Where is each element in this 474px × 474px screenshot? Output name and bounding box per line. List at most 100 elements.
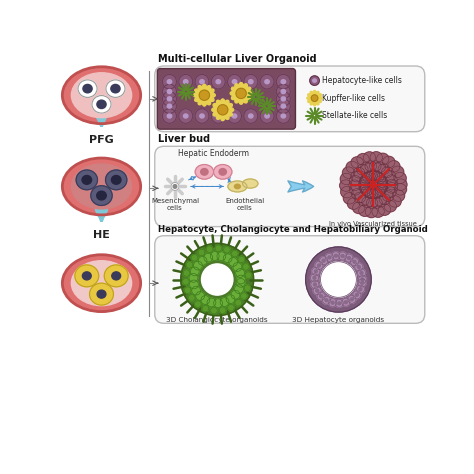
Ellipse shape (248, 80, 253, 84)
Ellipse shape (217, 100, 222, 107)
Ellipse shape (392, 166, 404, 178)
Ellipse shape (224, 246, 230, 253)
Ellipse shape (313, 79, 317, 82)
Ellipse shape (163, 91, 176, 106)
Ellipse shape (190, 280, 198, 289)
Ellipse shape (231, 250, 238, 257)
Ellipse shape (226, 104, 232, 109)
Ellipse shape (346, 161, 358, 173)
Ellipse shape (231, 291, 240, 299)
Ellipse shape (63, 67, 141, 124)
Ellipse shape (375, 173, 386, 183)
Ellipse shape (213, 111, 219, 116)
Ellipse shape (385, 187, 396, 198)
Ellipse shape (224, 100, 229, 107)
Ellipse shape (316, 289, 319, 292)
Ellipse shape (232, 114, 237, 118)
Text: Liver bud: Liver bud (158, 135, 210, 145)
Ellipse shape (386, 182, 398, 193)
Ellipse shape (239, 82, 243, 90)
Ellipse shape (360, 175, 370, 185)
Ellipse shape (205, 98, 210, 105)
Ellipse shape (378, 204, 391, 215)
Ellipse shape (217, 113, 222, 119)
Ellipse shape (97, 100, 106, 109)
Ellipse shape (224, 113, 229, 119)
Ellipse shape (183, 270, 190, 276)
Ellipse shape (383, 156, 395, 168)
Ellipse shape (193, 93, 201, 97)
Ellipse shape (216, 114, 220, 118)
Ellipse shape (374, 162, 385, 173)
Ellipse shape (195, 74, 209, 89)
Ellipse shape (342, 298, 350, 306)
Ellipse shape (316, 101, 319, 105)
Ellipse shape (347, 256, 350, 259)
Ellipse shape (104, 265, 128, 287)
Ellipse shape (245, 272, 252, 278)
Ellipse shape (193, 261, 202, 270)
Ellipse shape (349, 184, 361, 195)
Ellipse shape (353, 202, 365, 213)
Ellipse shape (353, 167, 365, 178)
Ellipse shape (325, 299, 328, 301)
Ellipse shape (359, 205, 371, 216)
Ellipse shape (198, 256, 207, 265)
Ellipse shape (376, 153, 389, 164)
Ellipse shape (359, 288, 362, 291)
Ellipse shape (220, 99, 225, 106)
Ellipse shape (363, 172, 373, 182)
Ellipse shape (205, 86, 210, 92)
Ellipse shape (347, 198, 360, 210)
Ellipse shape (376, 175, 387, 185)
Ellipse shape (351, 171, 362, 182)
Ellipse shape (370, 189, 380, 199)
Ellipse shape (357, 265, 360, 268)
Ellipse shape (239, 97, 243, 104)
Ellipse shape (208, 93, 215, 97)
Ellipse shape (244, 87, 251, 92)
Text: Endothelial
cells: Endothelial cells (225, 198, 264, 211)
Ellipse shape (186, 262, 193, 268)
Ellipse shape (244, 74, 258, 89)
Ellipse shape (354, 192, 365, 203)
Ellipse shape (281, 97, 285, 101)
Ellipse shape (220, 298, 229, 306)
Ellipse shape (227, 108, 234, 112)
Ellipse shape (365, 171, 375, 181)
Text: Hepatocyte-like cells: Hepatocyte-like cells (322, 76, 402, 85)
Ellipse shape (208, 96, 214, 101)
Ellipse shape (364, 152, 376, 164)
Ellipse shape (349, 175, 361, 186)
Ellipse shape (395, 179, 407, 191)
Ellipse shape (167, 90, 172, 93)
Ellipse shape (237, 275, 246, 284)
Ellipse shape (307, 97, 311, 100)
Ellipse shape (163, 74, 176, 89)
Ellipse shape (357, 154, 369, 165)
Ellipse shape (378, 164, 390, 174)
Ellipse shape (189, 294, 195, 301)
Ellipse shape (191, 255, 198, 261)
Ellipse shape (379, 194, 391, 205)
Ellipse shape (245, 91, 252, 96)
Ellipse shape (372, 206, 384, 217)
Ellipse shape (210, 307, 217, 314)
Ellipse shape (281, 80, 285, 84)
Ellipse shape (91, 186, 112, 205)
Ellipse shape (228, 304, 234, 311)
Ellipse shape (198, 86, 203, 92)
Text: Kupffer-like cells: Kupffer-like cells (322, 94, 385, 103)
Ellipse shape (392, 190, 405, 201)
Ellipse shape (377, 180, 388, 190)
Ellipse shape (363, 188, 374, 198)
Ellipse shape (388, 161, 400, 172)
Ellipse shape (217, 252, 226, 261)
Ellipse shape (181, 243, 254, 316)
Ellipse shape (191, 267, 199, 276)
Ellipse shape (72, 164, 132, 209)
Ellipse shape (361, 278, 364, 281)
Ellipse shape (198, 249, 205, 256)
Ellipse shape (384, 201, 396, 212)
Ellipse shape (355, 263, 363, 271)
